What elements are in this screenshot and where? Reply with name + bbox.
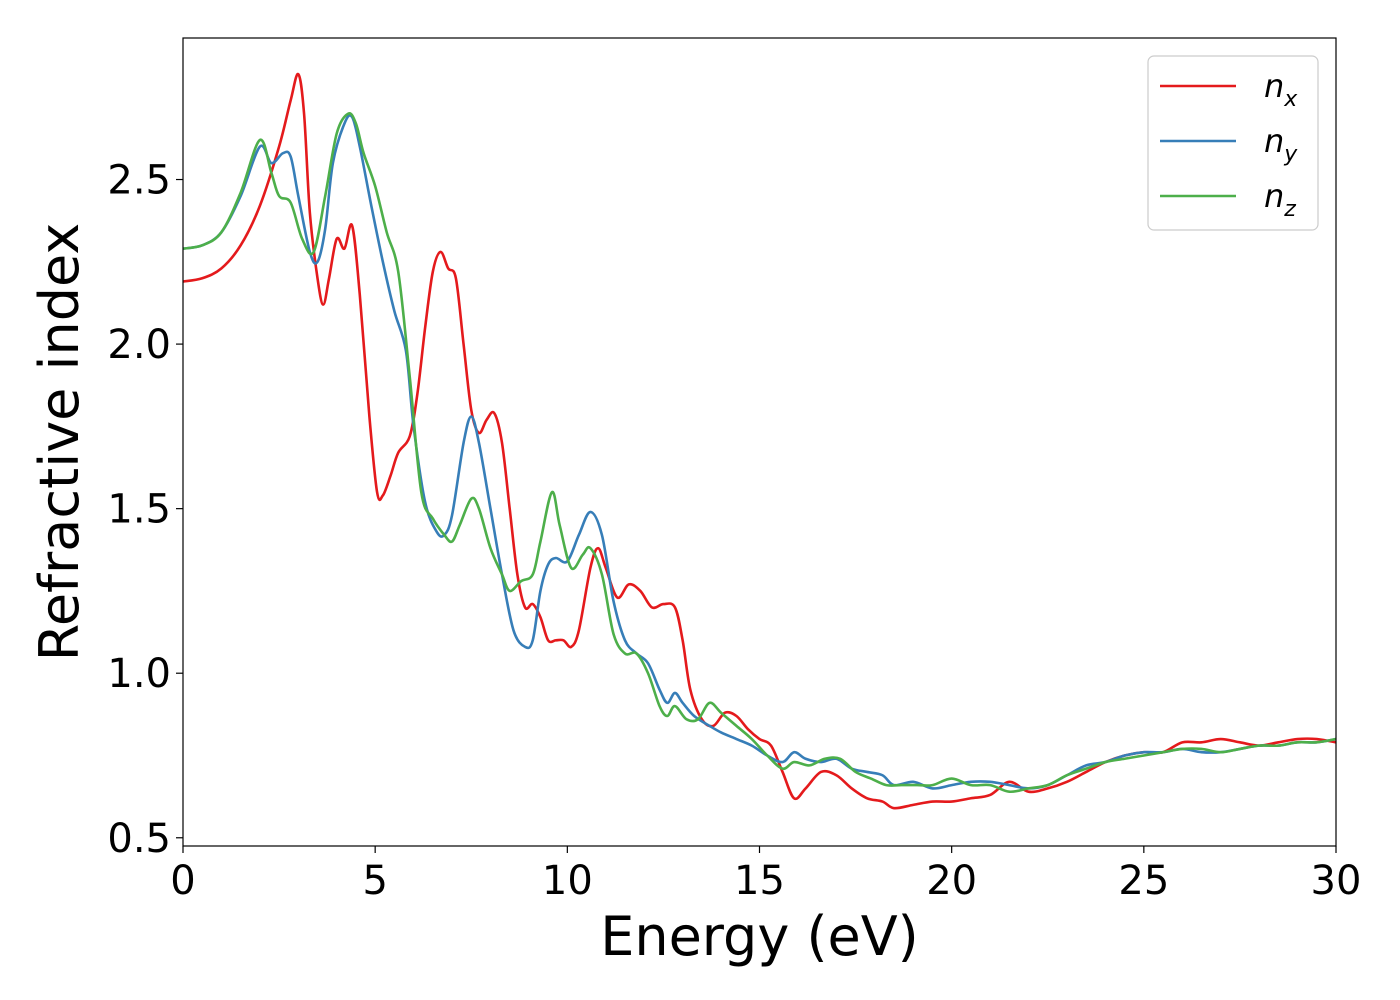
legend-label: ny <box>1264 122 1298 167</box>
series-line-z <box>183 112 1336 794</box>
x-tick-label: 30 <box>1311 858 1362 904</box>
x-tick-label: 20 <box>926 858 977 904</box>
legend-subscript: z <box>1283 197 1296 222</box>
y-tick-label: 1.0 <box>107 651 171 697</box>
y-tick-label: 2.0 <box>107 322 171 368</box>
y-axis: 0.5 1.0 1.5 2.0 2.5 <box>107 158 183 862</box>
y-axis-title: Refractive index <box>28 223 91 662</box>
x-tick-label: 15 <box>734 858 785 904</box>
series-line-x <box>183 72 1336 810</box>
y-tick-label: 1.5 <box>107 487 171 533</box>
plot-lines <box>183 72 1336 810</box>
x-tick-label: 0 <box>170 858 195 904</box>
legend-subscript: x <box>1283 87 1298 112</box>
legend-subscript: y <box>1283 142 1298 167</box>
x-axis: 0 5 10 15 20 25 30 <box>170 846 1361 904</box>
x-tick-label: 25 <box>1118 858 1169 904</box>
legend-label: nx <box>1264 67 1298 112</box>
legend-box <box>1147 55 1319 231</box>
y-tick-label: 0.5 <box>107 816 171 862</box>
y-tick-label: 2.5 <box>107 158 171 204</box>
x-tick-label: 10 <box>542 858 593 904</box>
x-tick-label: 5 <box>362 858 387 904</box>
x-axis-title: Energy (eV) <box>600 905 919 968</box>
